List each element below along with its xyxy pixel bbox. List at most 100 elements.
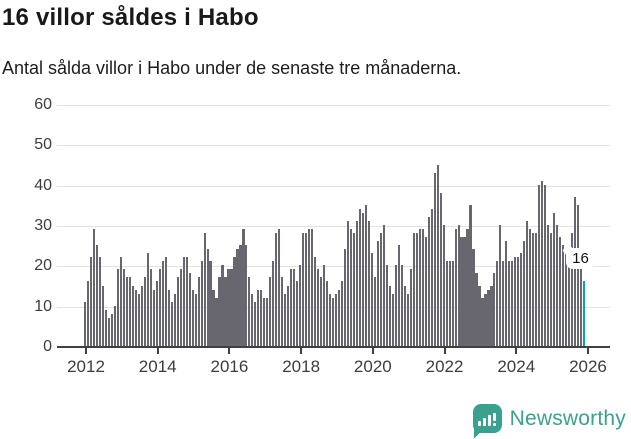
- bar: [436, 164, 439, 346]
- bar: [532, 233, 535, 346]
- bar: [376, 241, 379, 346]
- bar: [233, 257, 236, 346]
- x-axis-tick: [300, 348, 303, 354]
- bar: [439, 192, 442, 346]
- bar: [427, 216, 430, 346]
- bar: [203, 233, 206, 346]
- bar: [373, 277, 376, 346]
- bar: [215, 297, 218, 346]
- bar: [185, 257, 188, 346]
- bar: [367, 220, 370, 346]
- bar: [379, 233, 382, 346]
- bar: [448, 261, 451, 346]
- bar: [370, 253, 373, 346]
- bar: [209, 261, 212, 346]
- bar: [541, 180, 544, 346]
- bar: [284, 293, 287, 346]
- y-axis-tick-label: 20: [34, 257, 52, 275]
- bar: [320, 277, 323, 346]
- bar: [212, 289, 215, 346]
- x-axis-tick: [586, 348, 589, 354]
- bar: [290, 269, 293, 346]
- bar: [197, 277, 200, 346]
- bar: [337, 289, 341, 346]
- x-axis-tick: [85, 348, 87, 354]
- newsworthy-logo[interactable]: Newsworthy: [472, 404, 626, 439]
- bar: [221, 265, 224, 346]
- bar: [173, 293, 176, 346]
- x-axis-label: 2018: [282, 357, 321, 376]
- bar: [385, 265, 388, 346]
- exclamation-icon: [493, 413, 497, 426]
- y-axis-tick-label: 60: [34, 96, 52, 113]
- bar: [143, 277, 146, 346]
- bar: [239, 245, 242, 346]
- x-axis-tick: [371, 348, 374, 354]
- bar: [134, 289, 137, 346]
- bar: [409, 269, 412, 346]
- bar: [568, 245, 571, 346]
- bar: [278, 229, 281, 346]
- bar: [323, 265, 326, 346]
- bar: [305, 233, 308, 346]
- bar: [556, 225, 559, 346]
- bar: [146, 253, 149, 346]
- bar: [547, 225, 550, 346]
- bar-chart-speech-bubble-icon: [472, 404, 502, 439]
- bar: [526, 220, 529, 346]
- bar: [580, 249, 583, 346]
- bar: [571, 233, 574, 346]
- chart-title: 16 villor såldes i Habo: [2, 4, 259, 31]
- gridline: [57, 226, 610, 227]
- bar: [505, 241, 508, 346]
- bar: [158, 269, 161, 346]
- bar: [475, 273, 478, 346]
- x-axis-line: [57, 346, 610, 348]
- bar: [266, 297, 269, 346]
- bar: [334, 293, 338, 346]
- speech-bubble-tail: [473, 427, 486, 439]
- bar: [131, 285, 134, 346]
- bar: [302, 233, 305, 346]
- bar: [200, 261, 203, 346]
- bar: [550, 233, 553, 346]
- x-axis-label: 2012: [67, 357, 105, 376]
- bar: [257, 289, 260, 346]
- bar: [122, 269, 125, 346]
- bar: [293, 269, 296, 346]
- bar: [116, 269, 119, 346]
- x-axis-label: 2020: [353, 357, 392, 376]
- bar: [565, 249, 568, 346]
- bar: [496, 261, 499, 346]
- bar: [418, 229, 421, 346]
- logo-text: Newsworthy: [509, 406, 626, 430]
- y-axis-tick-label: 30: [34, 217, 52, 234]
- x-axis-tick: [228, 348, 231, 354]
- bar: [553, 212, 556, 346]
- bar: [149, 269, 152, 346]
- bar: [206, 249, 209, 346]
- bar: [251, 293, 254, 346]
- bar: [472, 249, 475, 346]
- bar: [523, 241, 526, 346]
- bar: [269, 277, 272, 346]
- bar: [538, 184, 541, 346]
- bar: [179, 269, 182, 346]
- bar: [433, 172, 436, 346]
- bar: [529, 229, 532, 346]
- bar: [451, 261, 454, 346]
- bar: [514, 257, 517, 346]
- bar: [311, 229, 314, 346]
- x-axis-label: 2014: [138, 357, 177, 376]
- mini-bar-icon: [488, 415, 492, 426]
- value-callout: 16: [566, 248, 595, 269]
- gridline: [57, 185, 610, 187]
- bar: [535, 233, 538, 346]
- mini-bar-icon: [483, 418, 487, 426]
- bar: [224, 277, 227, 346]
- bar: [281, 277, 284, 346]
- bar: [245, 245, 248, 346]
- bar: [490, 285, 493, 346]
- bar: [317, 269, 320, 346]
